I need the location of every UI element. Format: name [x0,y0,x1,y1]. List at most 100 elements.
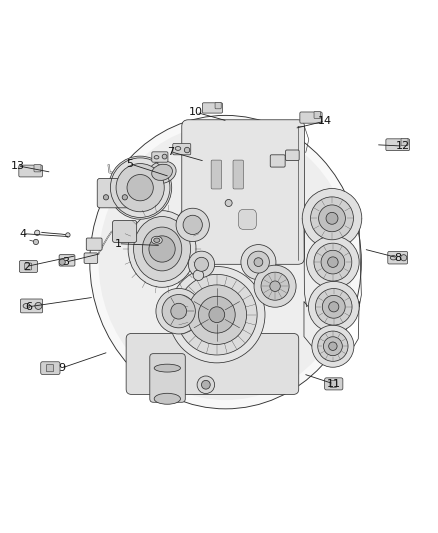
Text: 6: 6 [25,302,32,312]
FancyBboxPatch shape [325,378,343,390]
FancyBboxPatch shape [388,252,408,264]
Circle shape [315,288,352,325]
Circle shape [198,296,235,333]
Ellipse shape [152,236,162,244]
Ellipse shape [99,124,353,400]
Circle shape [35,302,42,310]
FancyBboxPatch shape [182,120,304,264]
Ellipse shape [148,161,176,183]
Circle shape [201,381,210,389]
FancyBboxPatch shape [286,150,299,160]
Circle shape [188,251,215,278]
Text: 3: 3 [62,257,69,267]
Circle shape [103,195,109,200]
Text: 8: 8 [394,253,401,263]
Circle shape [127,174,153,201]
Circle shape [176,208,209,241]
FancyBboxPatch shape [300,112,322,123]
FancyBboxPatch shape [270,155,285,167]
FancyBboxPatch shape [126,334,299,394]
Circle shape [318,331,348,361]
Circle shape [184,147,190,153]
Ellipse shape [154,393,180,404]
Ellipse shape [23,303,30,309]
Circle shape [314,243,352,281]
FancyBboxPatch shape [19,261,38,272]
Circle shape [162,154,167,159]
FancyBboxPatch shape [19,165,42,177]
Ellipse shape [152,164,173,180]
Ellipse shape [142,227,182,271]
Circle shape [33,239,39,245]
Circle shape [156,288,201,334]
Text: 13: 13 [11,161,25,171]
Circle shape [209,307,225,322]
FancyBboxPatch shape [25,263,32,270]
Ellipse shape [90,115,361,409]
Circle shape [183,215,202,235]
FancyBboxPatch shape [239,209,256,229]
Text: 10: 10 [189,107,203,117]
Ellipse shape [128,211,196,287]
Circle shape [247,251,269,273]
FancyBboxPatch shape [86,238,102,251]
Circle shape [197,376,215,393]
Circle shape [171,303,187,319]
Circle shape [149,236,175,262]
FancyBboxPatch shape [46,365,53,372]
Circle shape [322,295,345,318]
Circle shape [35,230,40,236]
Circle shape [401,255,407,261]
Circle shape [162,295,195,328]
Circle shape [169,266,265,363]
Circle shape [187,285,247,344]
Ellipse shape [154,238,160,243]
FancyBboxPatch shape [233,160,244,189]
Circle shape [307,236,359,288]
FancyBboxPatch shape [386,139,410,151]
FancyBboxPatch shape [59,255,75,266]
Circle shape [323,337,343,356]
FancyBboxPatch shape [21,299,42,313]
Ellipse shape [390,256,396,260]
Text: 12: 12 [396,141,410,151]
Circle shape [193,270,204,280]
Circle shape [109,156,172,219]
FancyBboxPatch shape [211,160,222,189]
FancyBboxPatch shape [161,238,176,251]
Text: 11: 11 [327,379,341,389]
FancyBboxPatch shape [202,103,223,113]
Circle shape [328,257,338,268]
Ellipse shape [175,147,181,150]
Circle shape [302,189,362,248]
FancyBboxPatch shape [173,143,191,155]
FancyBboxPatch shape [41,362,60,375]
Circle shape [254,265,296,307]
Circle shape [261,272,289,300]
Text: 14: 14 [318,116,332,126]
Circle shape [59,259,65,265]
Circle shape [241,245,276,280]
FancyBboxPatch shape [150,354,185,402]
Circle shape [312,325,354,367]
Circle shape [66,233,70,237]
Text: 2: 2 [23,262,30,271]
Text: 1: 1 [115,239,122,249]
FancyBboxPatch shape [215,102,221,109]
Circle shape [321,251,345,274]
Text: 7: 7 [167,147,174,157]
FancyBboxPatch shape [34,165,41,172]
Circle shape [225,199,232,206]
Circle shape [122,195,127,200]
Circle shape [311,197,353,240]
Circle shape [254,258,263,266]
Ellipse shape [134,216,191,281]
FancyBboxPatch shape [113,221,137,243]
Text: 4: 4 [19,229,26,239]
Circle shape [270,281,280,292]
Ellipse shape [154,364,180,372]
Circle shape [194,257,208,271]
Circle shape [318,205,346,232]
Circle shape [326,212,338,224]
FancyBboxPatch shape [401,139,408,146]
